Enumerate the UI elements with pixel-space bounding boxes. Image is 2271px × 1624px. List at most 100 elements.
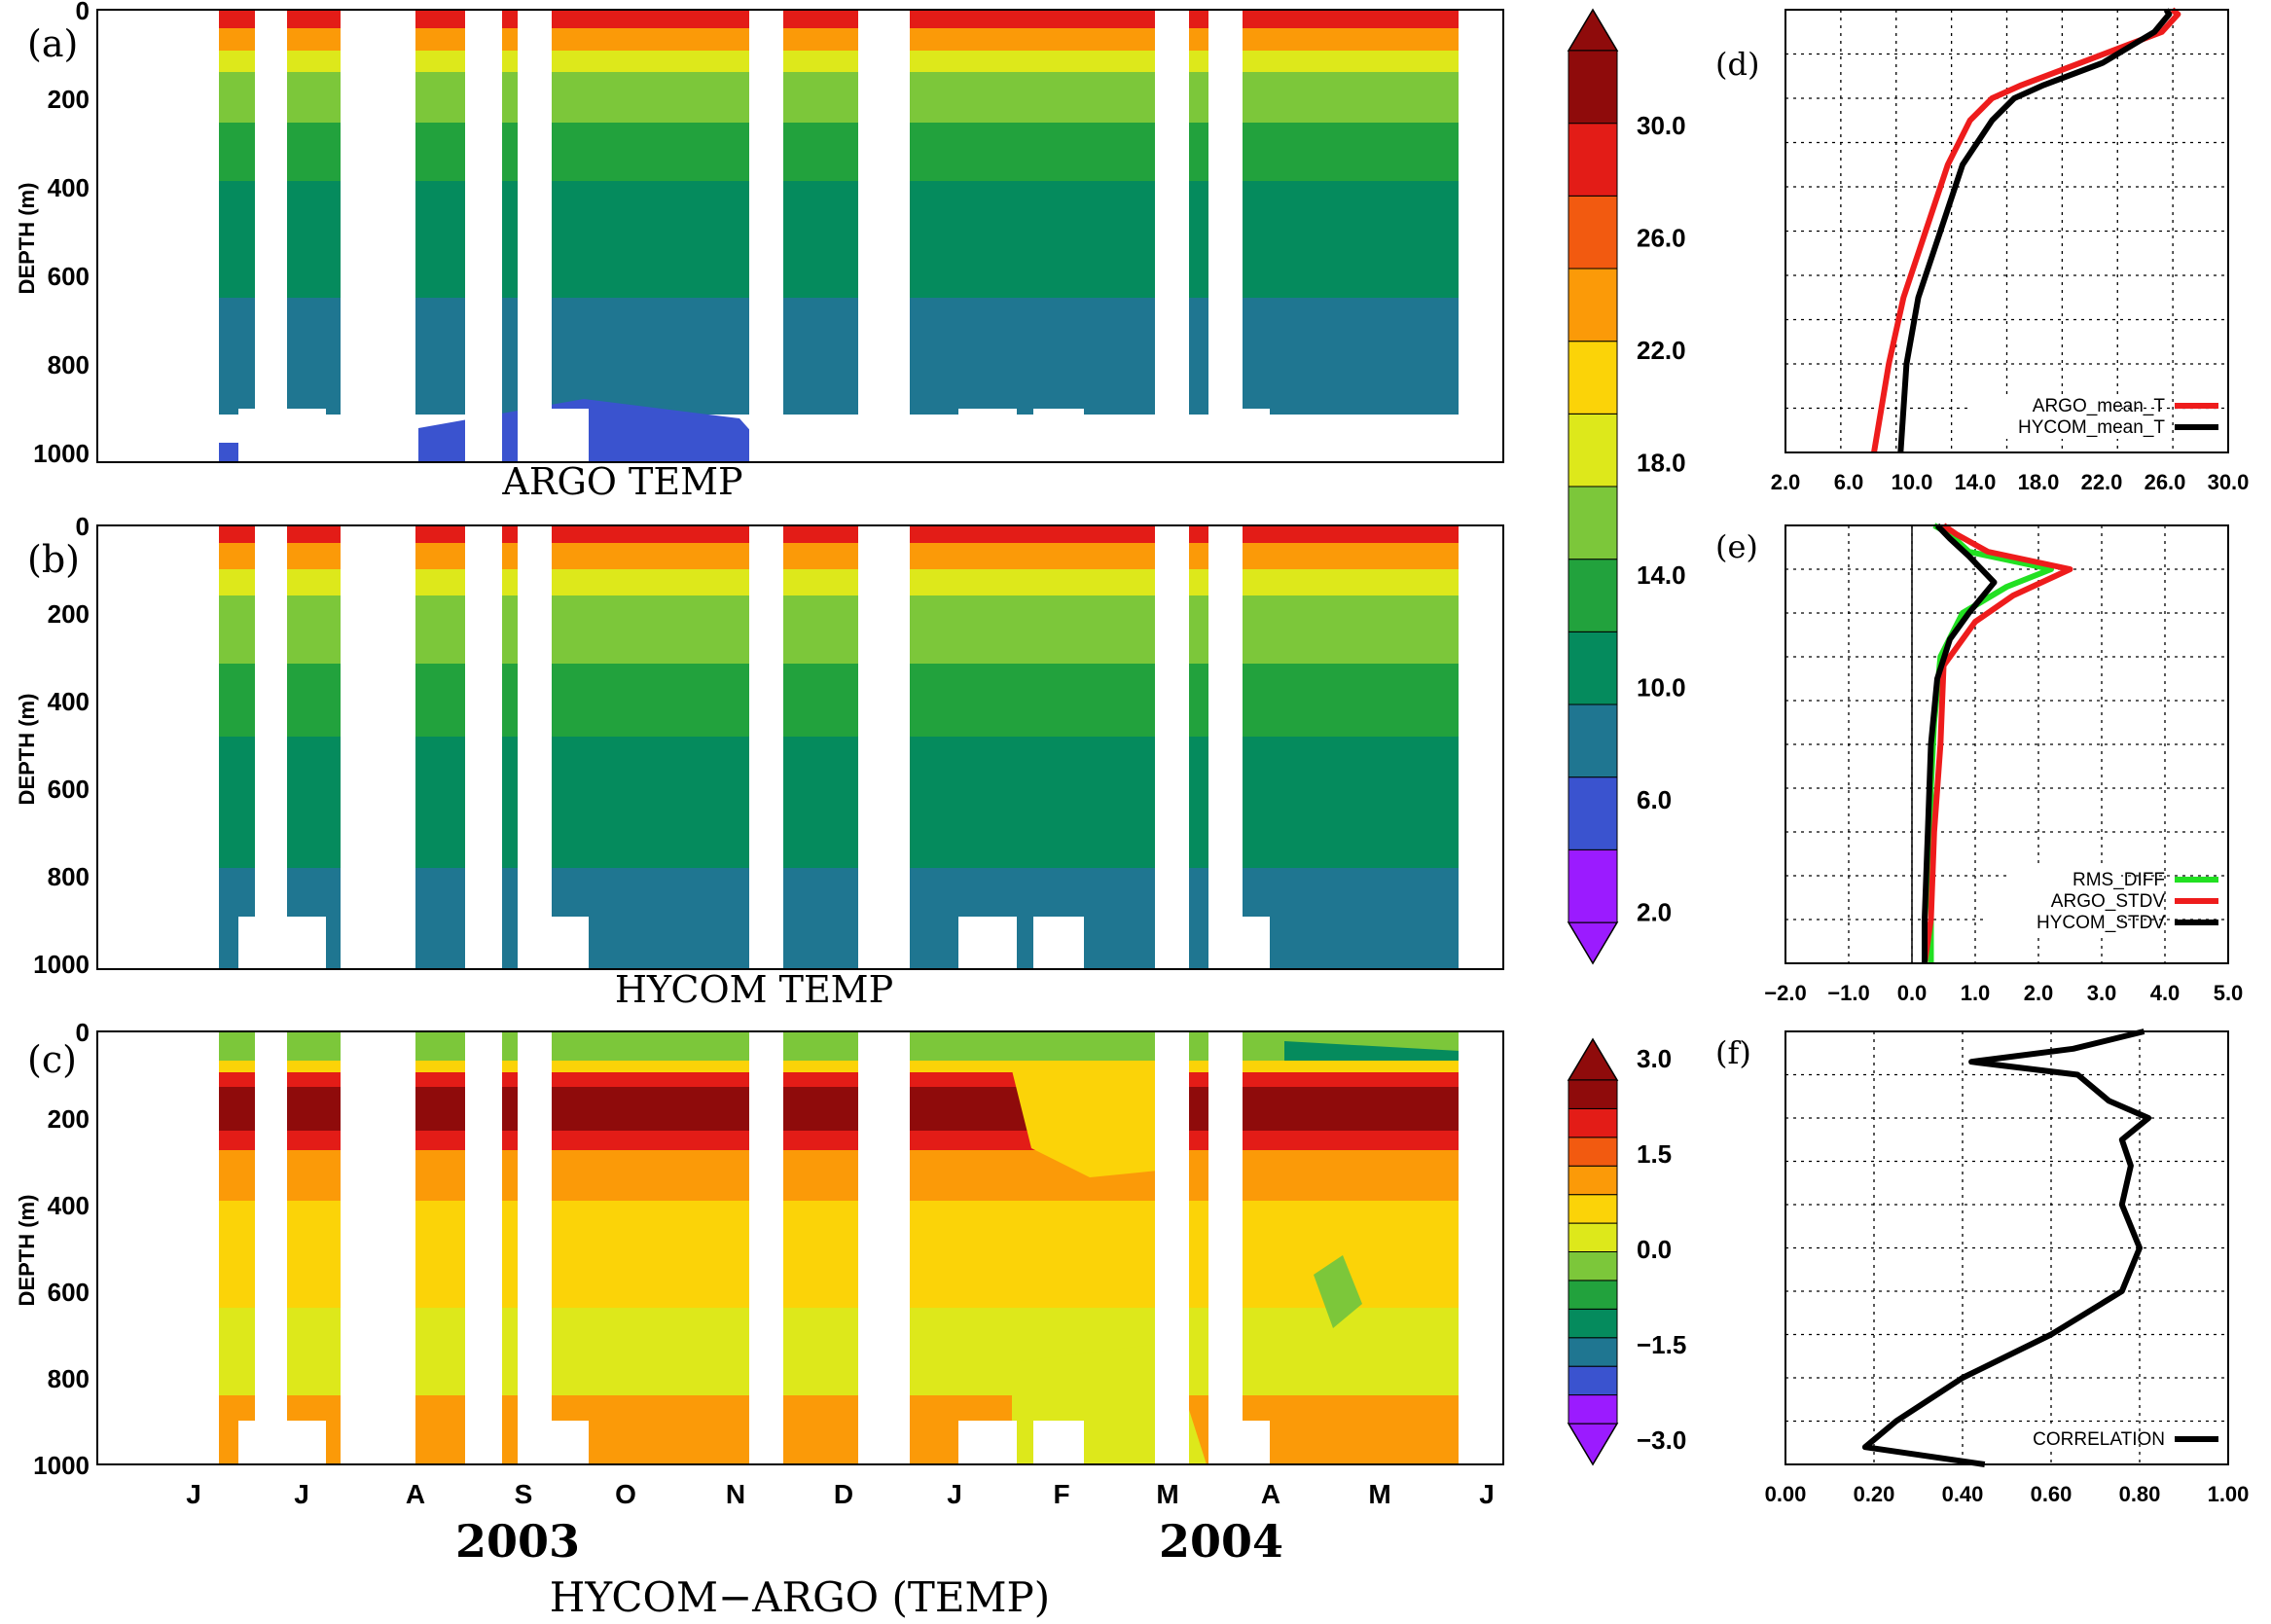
- legend-bg: [1960, 415, 2121, 439]
- colorbar-segment: [1568, 704, 1618, 778]
- colorbar-segment: [1568, 848, 1618, 923]
- panel-a: (a) ARGO TEMP DEPTH (m) 0 200 400 600 80…: [15, 0, 1504, 503]
- x-tick-label: 18.0: [2018, 470, 2060, 494]
- panel-c-field: [97, 1031, 1503, 1464]
- colorbar-segment: [1568, 1165, 1618, 1196]
- colorbar-label: 26.0: [1637, 224, 1686, 253]
- legend-bg: [1972, 394, 2121, 417]
- ytick: 200: [48, 85, 90, 114]
- colorbar-label: 10.0: [1637, 673, 1686, 703]
- ytick: 800: [48, 350, 90, 379]
- legend-label: HYCOM_mean_T: [2018, 417, 2165, 438]
- colorbar-segment: [1568, 1222, 1618, 1253]
- month-tick: S: [515, 1479, 533, 1509]
- ytick: 400: [48, 173, 90, 202]
- colorbar-label: 18.0: [1637, 449, 1686, 478]
- colorbar-label: 30.0: [1637, 111, 1686, 140]
- panel-c: (c) DEPTH (m) 0 200 400 600 800 1000 J J…: [15, 1018, 1504, 1621]
- colorbar-segment: [1568, 1137, 1618, 1167]
- legend-bg: [1998, 889, 2121, 913]
- ytick: 0: [76, 1018, 90, 1047]
- panel-d-label: (d): [1715, 46, 1759, 83]
- month-tick: F: [1053, 1479, 1069, 1509]
- colorbar-segment: [1568, 1194, 1618, 1224]
- legend-bg: [2010, 868, 2121, 891]
- x-tick-label: 26.0: [2145, 470, 2186, 494]
- legend-bg: [1972, 1427, 2121, 1451]
- series-line-argo-stdv: [1922, 523, 2073, 964]
- x-tick-label: 30.0: [2208, 470, 2250, 494]
- series-line-argo-mean-t: [1871, 7, 2181, 453]
- x-tick-label: 0.40: [1942, 1482, 1984, 1506]
- legend-label: ARGO_mean_T: [2033, 396, 2166, 416]
- ytick: 0: [76, 0, 90, 25]
- colorbar-segment: [1568, 1365, 1618, 1396]
- ytick: 400: [48, 687, 90, 716]
- ytick: 600: [48, 1278, 90, 1307]
- colorbar-segment: [1568, 776, 1618, 850]
- x-tick-label: 4.0: [2150, 981, 2181, 1005]
- colorbar-label: 14.0: [1637, 560, 1686, 590]
- colorbar-top-triangle: [1567, 1037, 1619, 1081]
- colorbar-segment: [1568, 486, 1618, 560]
- panel-c-label: (c): [27, 1038, 77, 1081]
- x-tick-label: 0.20: [1854, 1482, 1895, 1506]
- colorbar-label: −1.5: [1637, 1330, 1686, 1359]
- x-tick-label: −1.0: [1827, 981, 1869, 1005]
- colorbar-segment: [1568, 341, 1618, 415]
- panel-b-label: (b): [27, 538, 80, 581]
- ytick: 600: [48, 262, 90, 291]
- panel-a-label: (a): [27, 22, 78, 65]
- month-tick: J: [294, 1479, 309, 1509]
- ytick: 1000: [33, 1451, 90, 1480]
- colorbar-segment: [1568, 1337, 1618, 1367]
- x-tick-label: 0.60: [2031, 1482, 2073, 1506]
- plot-area: [1785, 1031, 2228, 1464]
- month-tick: D: [834, 1479, 853, 1509]
- x-tick-label: 6.0: [1834, 470, 1864, 494]
- colorbar-segment: [1568, 1280, 1618, 1310]
- x-tick-label: 1.0: [1961, 981, 1991, 1005]
- month-tick: N: [726, 1479, 745, 1509]
- colorbar-label: 2.0: [1637, 898, 1672, 927]
- year-2003: 2003: [455, 1515, 580, 1568]
- legend-label: ARGO_STDV: [2051, 891, 2166, 912]
- month-tick: A: [406, 1479, 425, 1509]
- panel-a-title: ARGO TEMP: [501, 460, 742, 503]
- legend-label: RMS_DIFF: [2073, 870, 2165, 890]
- panel-c-yticks: 0 200 400 600 800 1000: [33, 1018, 90, 1480]
- year-2004: 2004: [1159, 1515, 1283, 1568]
- x-tick-label: 2.0: [2024, 981, 2054, 1005]
- panel-b-ylabel: DEPTH (m): [15, 694, 39, 806]
- month-tick: O: [615, 1479, 636, 1509]
- panel-c-ylabel: DEPTH (m): [15, 1195, 39, 1307]
- plot-frame: [1784, 1030, 2229, 1465]
- legend-bg: [1985, 911, 2121, 934]
- series-line-hycom-stdv: [1922, 523, 1998, 963]
- colorbar-bottom-triangle: [1567, 921, 1619, 965]
- panel-e: (e) −2.0 −1.0 0.0 1.0 2.0 3.0 4.0 5.0 RMS_DIFFAR…: [1715, 523, 2244, 1005]
- colorbar-segment: [1568, 195, 1618, 270]
- colorbar-label: 22.0: [1637, 336, 1686, 365]
- x-tick-label: 0.0: [1897, 981, 1928, 1005]
- colorbar-label: 0.0: [1637, 1235, 1672, 1264]
- colorbar-label: 1.5: [1637, 1139, 1672, 1169]
- colorbar-label: 3.0: [1637, 1044, 1672, 1073]
- ytick: 600: [48, 775, 90, 804]
- x-tick-label: 2.0: [1771, 470, 1801, 494]
- x-tick-label: 10.0: [1892, 470, 1933, 494]
- plot-area: [1785, 10, 2228, 452]
- ytick: 800: [48, 1364, 90, 1393]
- panel-a-yticks: 0 200 400 600 800 1000: [33, 0, 90, 468]
- x-tick-label: 5.0: [2214, 981, 2244, 1005]
- x-tick-label: 22.0: [2081, 470, 2123, 494]
- panel-b-title: HYCOM TEMP: [615, 968, 893, 1011]
- month-axis: J J A S O N D J F M A M J: [186, 1479, 1495, 1509]
- panel-f: (f) 0.00 0.20 0.40 0.60 0.80 1.00 CORRELATION: [1715, 1029, 2249, 1506]
- month-tick: M: [1368, 1479, 1390, 1509]
- x-tick-label: 14.0: [1955, 470, 1997, 494]
- colorbar-label: 6.0: [1637, 785, 1672, 814]
- x-tick-label: 3.0: [2087, 981, 2117, 1005]
- panel-b-yticks: 0 200 400 600 800 1000: [33, 512, 90, 979]
- ytick: 1000: [33, 950, 90, 979]
